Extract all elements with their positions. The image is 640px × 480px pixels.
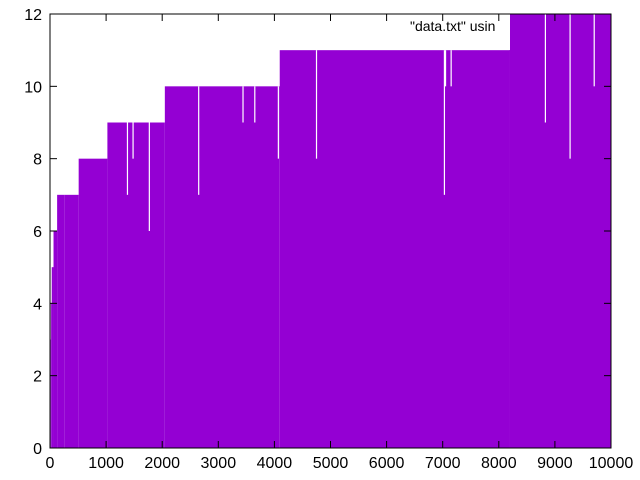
x-tick-label-7: 7000 — [425, 455, 461, 472]
x-tick-label-1: 1000 — [88, 455, 124, 472]
y-tick-label-4: 8 — [33, 152, 42, 169]
bar-dip-11 — [450, 50, 452, 87]
y-tick-label-1: 2 — [33, 369, 42, 386]
bar-step-3 — [53, 231, 58, 448]
bar-dip-6 — [277, 86, 279, 159]
dips-layer — [126, 14, 595, 231]
bar-dip-5 — [254, 86, 256, 123]
x-tick-label-0: 0 — [46, 455, 55, 472]
legend-label: "data.txt" usin — [410, 18, 495, 34]
bar-dip-9 — [443, 50, 446, 195]
y-tick-label-0: 0 — [33, 441, 42, 458]
bar-dip-0 — [126, 122, 129, 195]
bar-dip-16 — [593, 14, 595, 87]
y-tick-label-2: 4 — [33, 296, 42, 313]
bar-dip-2 — [148, 122, 150, 231]
x-tick-label-9: 9000 — [537, 455, 573, 472]
x-tick-label-10: 10000 — [589, 455, 634, 472]
x-tick-label-5: 5000 — [313, 455, 349, 472]
bar-dip-8 — [315, 50, 318, 159]
bar-step-4 — [57, 194, 65, 448]
bar-dip-14 — [544, 14, 546, 123]
x-tick-label-6: 6000 — [369, 455, 405, 472]
bar-dip-10 — [444, 50, 447, 87]
bar-dip-3 — [198, 86, 200, 195]
y-tick-label-5: 10 — [24, 79, 42, 96]
bar-step-5 — [64, 194, 79, 448]
bar-step-9 — [279, 50, 510, 449]
bar-step-2 — [51, 267, 54, 448]
y-tick-label-6: 12 — [24, 7, 42, 24]
bar-dip-4 — [242, 86, 244, 123]
bar-dip-1 — [132, 122, 134, 159]
bar-step-6 — [78, 158, 108, 449]
bar-step-8 — [164, 86, 280, 448]
x-axis: 0 1000 2000 3000 4000 5000 6000 7000 8000 9000 100… — [46, 14, 634, 472]
plot-area — [50, 14, 611, 449]
y-tick-label-3: 6 — [33, 224, 42, 241]
bar-dip-15 — [569, 14, 571, 159]
x-tick-label-3: 3000 — [201, 455, 237, 472]
x-tick-label-4: 4000 — [257, 455, 293, 472]
x-tick-label-2: 2000 — [144, 455, 180, 472]
bar-step-10 — [509, 14, 611, 448]
x-tick-label-8: 8000 — [481, 455, 517, 472]
legend-box — [405, 14, 510, 50]
bar-step-7 — [107, 122, 165, 448]
y-axis: 0 2 4 6 8 10 12 — [24, 7, 611, 458]
